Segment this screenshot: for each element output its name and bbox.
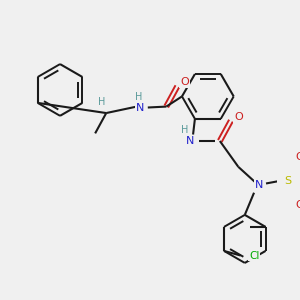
- Text: O: O: [296, 200, 300, 210]
- Text: O: O: [234, 112, 243, 122]
- Text: S: S: [285, 176, 292, 186]
- Text: H: H: [98, 97, 105, 107]
- Text: H: H: [181, 125, 188, 135]
- Text: N: N: [186, 136, 194, 146]
- Text: O: O: [180, 76, 189, 87]
- Text: O: O: [296, 152, 300, 162]
- Text: N: N: [136, 103, 145, 112]
- Text: H: H: [135, 92, 142, 102]
- Text: N: N: [254, 180, 263, 190]
- Text: Cl: Cl: [249, 250, 260, 260]
